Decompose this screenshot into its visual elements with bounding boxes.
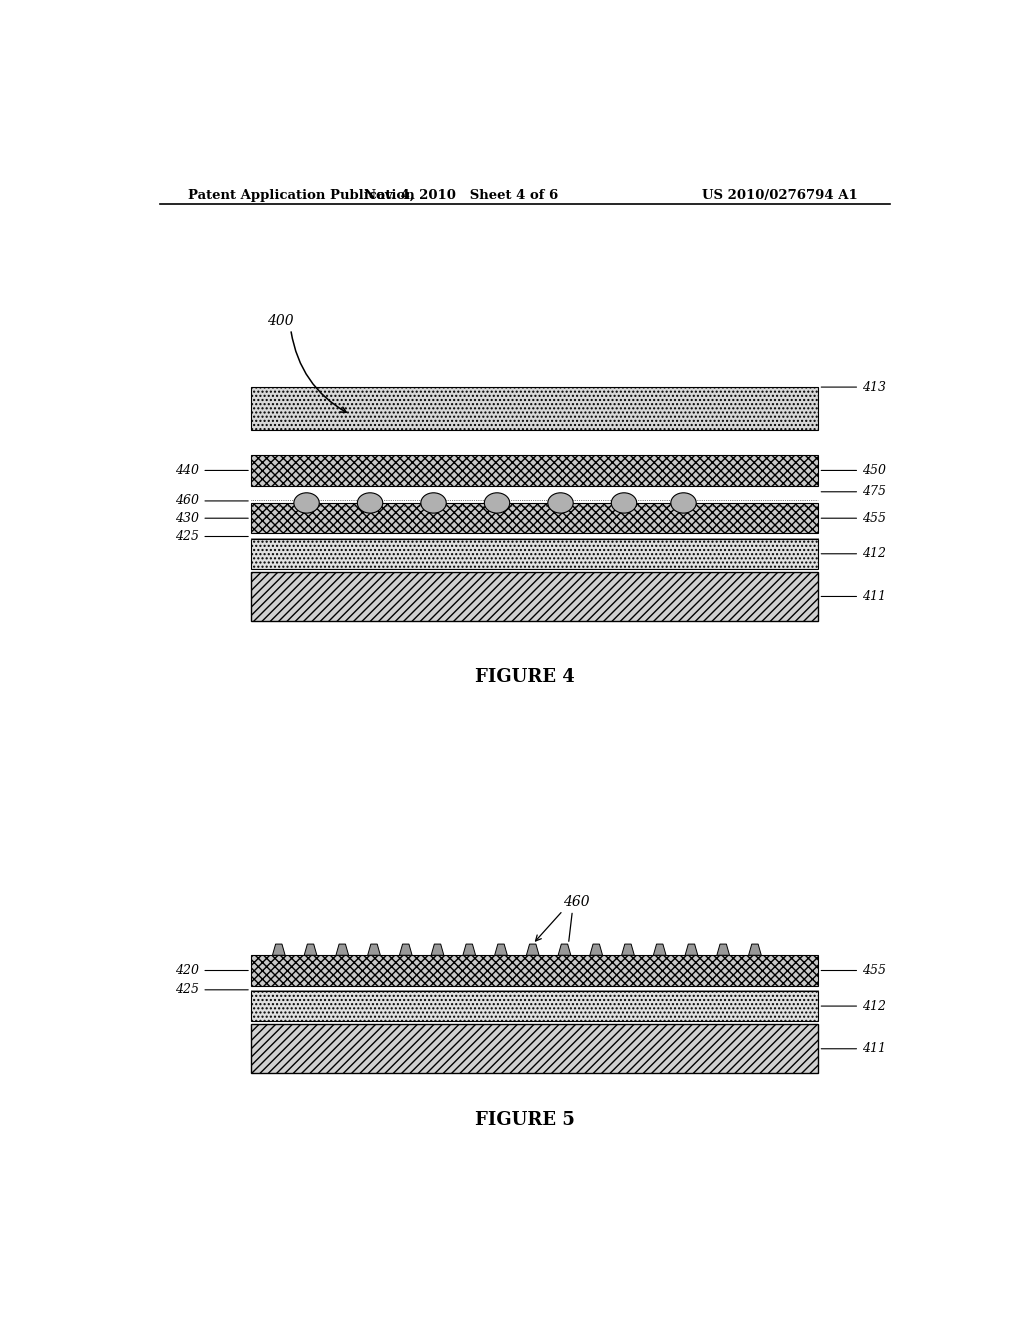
- Polygon shape: [749, 944, 761, 956]
- Ellipse shape: [421, 492, 446, 513]
- Polygon shape: [622, 944, 634, 956]
- Text: 420: 420: [175, 964, 248, 977]
- Polygon shape: [368, 944, 380, 956]
- Bar: [251, 387, 818, 430]
- Bar: [251, 1024, 818, 1073]
- Polygon shape: [399, 944, 412, 956]
- Bar: [251, 539, 818, 569]
- Bar: [251, 503, 818, 533]
- Polygon shape: [590, 944, 602, 956]
- Polygon shape: [463, 944, 475, 956]
- Ellipse shape: [671, 492, 696, 513]
- Text: 455: 455: [821, 512, 886, 525]
- Text: 460: 460: [563, 895, 590, 908]
- Polygon shape: [304, 944, 316, 956]
- Text: 455: 455: [821, 964, 886, 977]
- Text: FIGURE 5: FIGURE 5: [475, 1111, 574, 1129]
- Ellipse shape: [294, 492, 319, 513]
- Text: 411: 411: [821, 1043, 886, 1055]
- Ellipse shape: [548, 492, 573, 513]
- Text: 475: 475: [821, 486, 886, 498]
- Bar: [251, 991, 818, 1022]
- Bar: [251, 455, 818, 486]
- Text: FIGURE 4: FIGURE 4: [475, 668, 574, 686]
- Text: 411: 411: [821, 590, 886, 603]
- Polygon shape: [717, 944, 729, 956]
- Text: 412: 412: [821, 548, 886, 560]
- Polygon shape: [685, 944, 697, 956]
- Text: 413: 413: [821, 380, 886, 393]
- Polygon shape: [336, 944, 348, 956]
- Text: 450: 450: [821, 463, 886, 477]
- Text: 400: 400: [267, 314, 294, 329]
- Text: 425: 425: [175, 983, 248, 997]
- Text: 460: 460: [175, 495, 248, 507]
- Text: Nov. 4, 2010   Sheet 4 of 6: Nov. 4, 2010 Sheet 4 of 6: [365, 189, 558, 202]
- Polygon shape: [558, 944, 570, 956]
- Ellipse shape: [484, 492, 510, 513]
- Bar: [251, 572, 818, 620]
- Polygon shape: [431, 944, 443, 956]
- Ellipse shape: [357, 492, 383, 513]
- Text: 440: 440: [175, 463, 248, 477]
- Polygon shape: [495, 944, 507, 956]
- Polygon shape: [272, 944, 285, 956]
- Text: US 2010/0276794 A1: US 2010/0276794 A1: [702, 189, 858, 202]
- Bar: [251, 956, 818, 986]
- Polygon shape: [653, 944, 666, 956]
- Text: 412: 412: [821, 999, 886, 1012]
- Text: Patent Application Publication: Patent Application Publication: [187, 189, 415, 202]
- Ellipse shape: [611, 492, 637, 513]
- Polygon shape: [526, 944, 539, 956]
- Text: 430: 430: [175, 512, 248, 525]
- Text: 425: 425: [175, 531, 248, 543]
